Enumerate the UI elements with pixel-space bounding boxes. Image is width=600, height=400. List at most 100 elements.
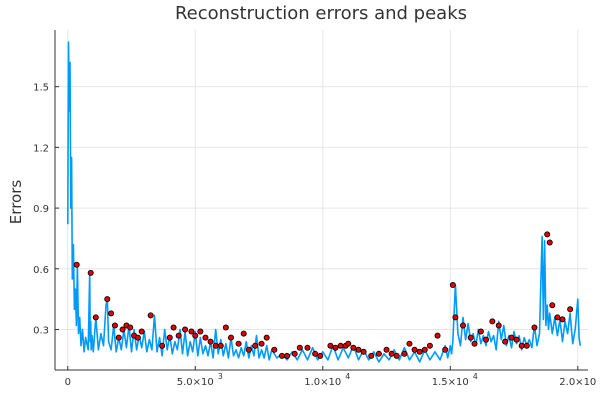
peak-point xyxy=(567,306,574,313)
peak-point xyxy=(175,332,182,339)
x-tick-label: 5.0×10 xyxy=(177,377,214,388)
peak-point xyxy=(284,352,291,359)
peak-point xyxy=(166,334,173,341)
peak-point xyxy=(554,314,561,321)
peak-point xyxy=(421,346,428,353)
peak-point xyxy=(245,346,252,353)
y-tick-label: 1.2 xyxy=(33,143,49,154)
peak-point xyxy=(508,334,515,341)
gridlines xyxy=(55,30,588,370)
peak-point xyxy=(426,342,433,349)
peak-point xyxy=(222,324,229,331)
peak-point xyxy=(442,346,449,353)
peak-point xyxy=(182,326,189,333)
chart-title: Reconstruction errors and peaks xyxy=(175,3,467,24)
x-tick-exponent: 4 xyxy=(473,372,478,381)
peak-point xyxy=(411,346,418,353)
peak-point xyxy=(207,338,214,345)
peak-point xyxy=(393,352,400,359)
peak-point xyxy=(502,338,509,345)
peak-point xyxy=(544,231,551,238)
peak-point xyxy=(192,332,199,339)
peak-point xyxy=(87,269,94,276)
peak-point xyxy=(291,350,298,357)
peak-point xyxy=(531,324,538,331)
peak-markers xyxy=(73,231,574,359)
peak-point xyxy=(383,346,390,353)
x-tick-exponent: 3 xyxy=(218,372,223,381)
peak-point xyxy=(416,348,423,355)
y-tick-label: 0.9 xyxy=(33,204,49,215)
peak-point xyxy=(92,314,99,321)
peak-point xyxy=(495,322,502,329)
peak-point xyxy=(134,334,141,341)
peak-point xyxy=(327,342,334,349)
peak-point xyxy=(549,302,556,309)
peak-point xyxy=(345,340,352,347)
x-tick-label: 1.0×10 xyxy=(304,377,341,388)
peak-point xyxy=(449,281,456,288)
peak-point xyxy=(258,340,265,347)
peak-point xyxy=(518,342,525,349)
peak-point xyxy=(332,344,339,351)
x-tick-label: 0 xyxy=(65,377,71,388)
peak-point xyxy=(471,340,478,347)
peak-point xyxy=(263,334,270,341)
peak-point xyxy=(170,324,177,331)
peak-point xyxy=(406,340,413,347)
peak-point xyxy=(523,342,530,349)
peak-point xyxy=(197,328,204,335)
error-series-line xyxy=(67,41,582,363)
x-tick-label: 2.0×10 xyxy=(559,377,596,388)
peak-point xyxy=(235,340,242,347)
peak-point xyxy=(312,350,319,357)
peak-point xyxy=(337,342,344,349)
peak-point xyxy=(111,322,118,329)
peak-point xyxy=(467,334,474,341)
peak-point xyxy=(188,328,195,335)
peak-point xyxy=(296,344,303,351)
peak-point xyxy=(108,310,115,317)
peak-point xyxy=(212,342,219,349)
peak-point xyxy=(304,344,311,351)
peak-point xyxy=(127,324,134,331)
x-tick-exponent: 4 xyxy=(345,372,350,381)
peak-point xyxy=(252,342,259,349)
peak-point xyxy=(271,346,278,353)
peak-point xyxy=(104,296,111,303)
peak-point xyxy=(202,334,209,341)
peak-point xyxy=(388,350,395,357)
peak-point xyxy=(317,352,324,359)
peak-point xyxy=(452,314,459,321)
peak-point xyxy=(159,342,166,349)
peak-point xyxy=(115,334,122,341)
peak-point xyxy=(375,350,382,357)
peak-point xyxy=(119,326,126,333)
peak-point xyxy=(350,344,357,351)
peak-point xyxy=(460,322,467,329)
peak-point xyxy=(559,316,566,323)
peak-point xyxy=(227,334,234,341)
peak-point xyxy=(73,261,80,268)
peak-point xyxy=(546,239,553,246)
peak-point xyxy=(217,342,224,349)
peak-point xyxy=(482,336,489,343)
x-tick-label: 1.5×10 xyxy=(432,377,469,388)
peak-point xyxy=(401,350,408,357)
y-axis-label: Errors xyxy=(7,180,25,225)
peak-point xyxy=(368,352,375,359)
y-tick-label: 0.6 xyxy=(33,265,49,276)
peak-point xyxy=(240,330,247,337)
y-tick-labels: 0.3 0.6 0.9 1.2 1.5 xyxy=(33,83,49,337)
y-tick-label: 1.5 xyxy=(33,83,49,94)
peak-point xyxy=(434,332,441,339)
peak-point xyxy=(278,352,285,359)
y-tick-label: 0.3 xyxy=(33,326,49,337)
peak-point xyxy=(489,318,496,325)
peak-point xyxy=(147,312,154,319)
series-lines xyxy=(67,41,582,363)
peak-point xyxy=(138,328,145,335)
peak-point xyxy=(360,348,367,355)
